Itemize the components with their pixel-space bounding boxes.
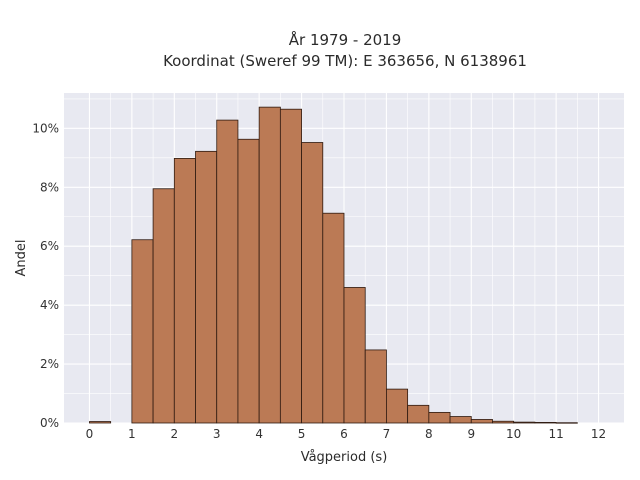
histogram-bar <box>343 287 366 424</box>
chart-subtitle: Koordinat (Sweref 99 TM): E 363656, N 61… <box>163 52 527 70</box>
x-tick-label: 3 <box>213 427 221 441</box>
y-tick-label: 8% <box>40 180 59 194</box>
histogram-bar <box>534 422 557 424</box>
histogram-bar <box>173 158 196 424</box>
histogram-bar <box>513 421 536 424</box>
bars-group <box>89 106 578 424</box>
x-axis-label: Vågperiod (s) <box>301 450 388 465</box>
histogram-bar <box>301 142 324 424</box>
histogram-bar <box>131 239 154 424</box>
histogram-bar <box>364 349 387 424</box>
y-tick-label: 2% <box>40 357 59 371</box>
x-tick-label: 5 <box>298 427 306 441</box>
histogram-bar <box>322 212 345 424</box>
x-tick-label: 1 <box>128 427 136 441</box>
histogram-bar <box>216 119 239 424</box>
histogram-bar <box>470 419 493 424</box>
histogram-bar <box>492 420 515 424</box>
histogram-bar <box>152 188 175 424</box>
y-tick-label: 6% <box>40 239 59 253</box>
histogram-bar <box>386 388 409 424</box>
histogram-bar <box>449 416 472 424</box>
y-axis-label: Andel <box>14 240 29 277</box>
y-tick-label: 0% <box>40 416 59 430</box>
y-axis-ticks: 0% 2% 4% 6% 8% 10% <box>32 121 59 430</box>
histogram-bar <box>555 422 578 424</box>
x-tick-label: 0 <box>86 427 94 441</box>
histogram-bar <box>89 421 112 424</box>
y-tick-label: 4% <box>40 298 59 312</box>
histogram-bar <box>279 108 302 424</box>
histogram-bar <box>195 150 218 424</box>
y-tick-label: 10% <box>32 121 59 135</box>
histogram-bar <box>428 411 451 424</box>
x-tick-label: 4 <box>255 427 263 441</box>
histogram-bar <box>237 138 260 424</box>
x-tick-label: 8 <box>425 427 433 441</box>
x-tick-label: 11 <box>548 427 563 441</box>
histogram-bar <box>258 106 281 424</box>
chart-title: År 1979 - 2019 <box>289 30 402 49</box>
x-tick-label: 2 <box>170 427 178 441</box>
x-tick-label: 9 <box>467 427 475 441</box>
x-tick-label: 10 <box>506 427 521 441</box>
histogram-bar <box>407 404 430 424</box>
x-tick-label: 12 <box>591 427 606 441</box>
x-tick-label: 6 <box>340 427 348 441</box>
x-tick-label: 7 <box>383 427 391 441</box>
x-axis-ticks: 0 1 2 3 4 5 6 7 8 9 10 11 12 <box>86 427 607 441</box>
